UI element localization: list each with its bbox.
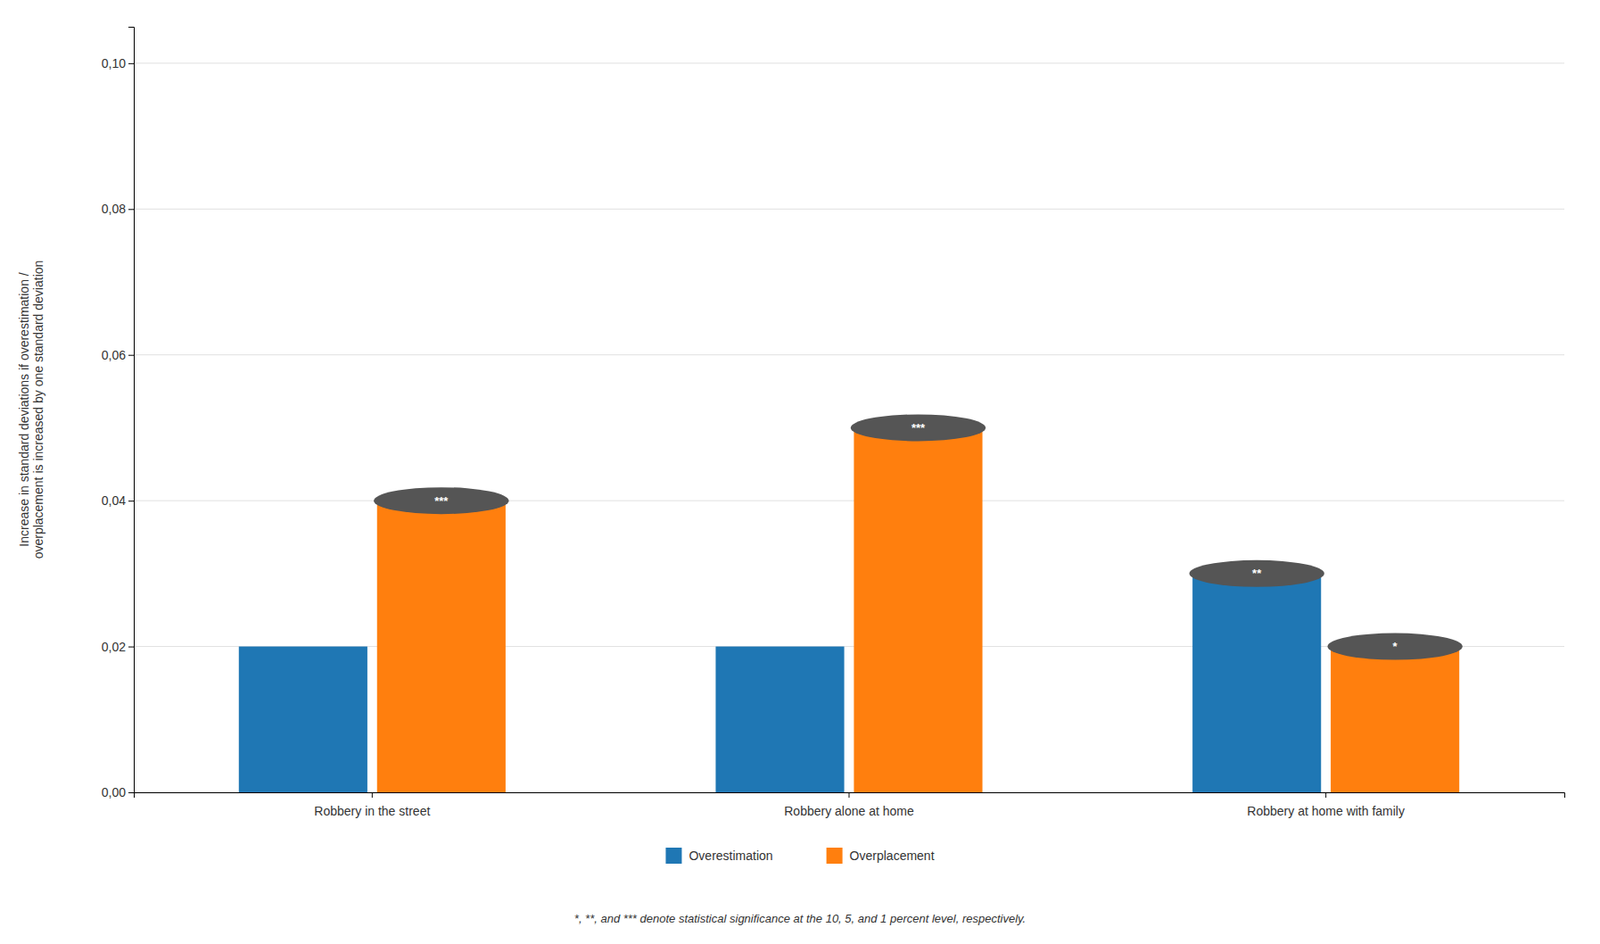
y-tick: 0,10 (101, 56, 134, 71)
y-tick-label: 0,06 (101, 347, 126, 363)
x-tick-label: Robbery at home with family (1246, 803, 1405, 818)
x-tick-mark (1325, 791, 1327, 798)
grid-line (133, 354, 1565, 355)
x-tick-label: Robbery in the street (313, 803, 430, 818)
bar (853, 427, 982, 792)
y-tick-mark (128, 208, 134, 210)
y-tick: 0,02 (101, 639, 134, 654)
bar (1330, 646, 1460, 792)
significance-label: *** (434, 494, 449, 508)
bar (1192, 573, 1321, 792)
significance-label: ** (1252, 566, 1262, 580)
y-axis: 0,00 0,02 0,04 0,06 0,08 0,10 (101, 27, 135, 800)
x-tick-label: Robbery alone at home (783, 803, 915, 818)
significance-badge (1189, 560, 1325, 587)
legend-swatch (826, 847, 843, 864)
significance-marker: * (1327, 633, 1462, 660)
x-tick-mark (371, 791, 373, 798)
y-axis-title-line: Increase in standard deviations if overe… (16, 272, 32, 546)
significance-marker: *** (850, 413, 986, 441)
plot-area: 0,00 0,02 0,04 0,06 0,08 0,10 Robbery in the s… (101, 27, 1566, 818)
footnote: *, **, and *** denote statistical signif… (574, 911, 1026, 925)
y-tick-mark (128, 500, 134, 502)
y-tick: 0,00 (101, 784, 134, 800)
y-tick: 0,06 (101, 347, 134, 363)
legend-item: Overplacement (826, 847, 935, 864)
bars (239, 427, 1460, 792)
y-axis-line (128, 27, 135, 793)
legend-label: Overplacement (849, 848, 935, 863)
legend-swatch (665, 847, 682, 864)
annotations: ********* (373, 413, 1463, 660)
significance-badge (1327, 633, 1462, 660)
significance-label: *** (911, 420, 926, 435)
legend: Overestimation Overplacement (665, 847, 934, 864)
y-tick-label: 0,08 (101, 201, 126, 216)
y-tick-mark (128, 354, 134, 356)
grid (133, 63, 1565, 792)
significance-badge (850, 413, 986, 441)
y-tick-mark (128, 791, 134, 793)
y-axis-title: Increase in standard deviations if overe… (16, 260, 47, 560)
significance-marker: ** (1189, 560, 1325, 587)
legend-item: Overestimation (665, 847, 773, 864)
significance-badge (373, 486, 509, 514)
y-tick: 0,08 (101, 201, 134, 216)
x-axis: Robbery in the street Robbery alone at ho… (134, 791, 1566, 818)
grid-line (133, 62, 1565, 64)
x-tick: Robbery in the street (313, 791, 430, 818)
bar (715, 646, 844, 792)
y-tick-label: 0,02 (101, 639, 126, 654)
y-axis-title-line: overplacement is increased by one standa… (31, 260, 46, 560)
x-tick: Robbery alone at home (783, 791, 915, 818)
significance-label: * (1393, 639, 1399, 653)
bar (239, 646, 368, 792)
y-tick-label: 0,04 (101, 493, 126, 508)
legend-label: Overestimation (688, 848, 773, 863)
y-tick-mark (128, 646, 134, 648)
y-tick-mark (128, 63, 134, 65)
bar-series (377, 427, 1460, 792)
grid-line (133, 208, 1565, 210)
x-tick-mark (849, 791, 850, 798)
significance-marker: *** (373, 486, 509, 514)
chart: 0,00 0,02 0,04 0,06 0,08 0,10 Robbery in the s… (0, 0, 1600, 944)
y-tick-label: 0,10 (101, 56, 126, 71)
y-tick-label: 0,00 (101, 784, 126, 800)
grid-line (133, 500, 1565, 502)
y-tick: 0,04 (101, 493, 134, 508)
bar (377, 500, 506, 792)
x-axis-line (134, 792, 1566, 799)
x-tick: Robbery at home with family (1246, 791, 1405, 818)
